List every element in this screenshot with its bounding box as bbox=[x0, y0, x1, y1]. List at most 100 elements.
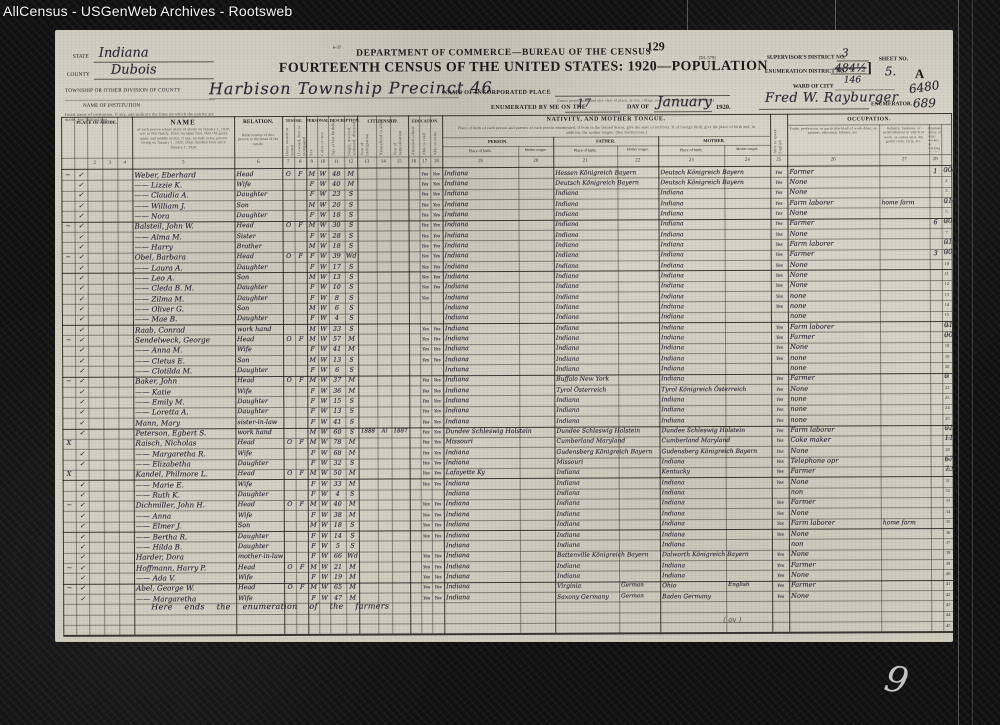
cell-c: W bbox=[320, 396, 328, 405]
cell-age: 19 bbox=[333, 572, 343, 581]
cell-mtong: English bbox=[728, 582, 750, 589]
cell-m: S bbox=[349, 293, 354, 302]
cell-ppob: Indiana bbox=[445, 397, 470, 405]
enumerator-label: ENUMERATOR. bbox=[871, 101, 913, 108]
state-label: STATE bbox=[72, 53, 89, 60]
cell-ppob: Indiana bbox=[444, 324, 469, 332]
enumerated-label: ENUMERATED BY ME ON THE bbox=[491, 104, 587, 112]
line-number: 22 bbox=[944, 384, 950, 390]
cell-k: ✓ bbox=[79, 428, 85, 437]
grid-line bbox=[62, 548, 953, 554]
cell-ppob: Indiana bbox=[444, 273, 469, 281]
cell-ppob: Indiana bbox=[444, 200, 469, 208]
cell-c: W bbox=[320, 365, 327, 374]
cell-k: ✓ bbox=[79, 573, 86, 582]
cell-age: 57 bbox=[332, 334, 342, 343]
cell-s: ~ bbox=[65, 170, 71, 179]
cell-c: W bbox=[320, 479, 328, 488]
cell-wr: Yes bbox=[434, 594, 442, 600]
cell-sx: M bbox=[309, 469, 317, 478]
header-vertical-label-t1: Home owned or rented bbox=[284, 127, 295, 156]
cell-rel: Head bbox=[236, 221, 254, 230]
cell-m: M bbox=[348, 334, 355, 343]
header-relation-desc: Relationship of this person to the head … bbox=[237, 132, 279, 147]
cell-rel: Wife bbox=[236, 180, 252, 189]
cell-k: ✓ bbox=[78, 191, 84, 200]
grid-line bbox=[61, 310, 952, 316]
grid-line bbox=[61, 290, 952, 295]
cell-rel: Daughter bbox=[236, 283, 268, 292]
cell-wr: Yes bbox=[433, 336, 441, 342]
cell-rel: Daughter bbox=[237, 531, 269, 540]
cell-sx: M bbox=[309, 438, 317, 447]
cell-s: ~ bbox=[66, 563, 73, 572]
cell-fpob: Indiana bbox=[555, 314, 579, 322]
column-number-fpob: 21 bbox=[582, 158, 588, 164]
cell-c: W bbox=[319, 221, 327, 230]
enumerated-day: 17 bbox=[576, 96, 592, 110]
cell-rel: Head bbox=[238, 562, 256, 571]
line-number: 4 bbox=[945, 198, 948, 204]
cell-eng: Yes bbox=[777, 562, 785, 568]
cell-c: W bbox=[319, 252, 327, 261]
cell-m: S bbox=[349, 282, 354, 291]
cell-trade: none bbox=[790, 405, 807, 414]
cell-rd: Yes bbox=[422, 346, 430, 352]
cell-wr: Yes bbox=[432, 170, 440, 176]
cell-wr: Yes bbox=[433, 439, 442, 445]
cell-ppob: Indiana bbox=[445, 448, 470, 457]
cell-rel: Wife bbox=[237, 510, 253, 519]
cell-fpob: Indiana bbox=[556, 520, 580, 528]
line-number: 37 bbox=[945, 539, 951, 545]
cell-eng: Yes bbox=[776, 531, 784, 537]
cell-rel: Daughter bbox=[236, 314, 268, 323]
column-number-mtong: 24 bbox=[744, 157, 750, 163]
cell-trade: None bbox=[790, 508, 809, 517]
cell-eng: Yes bbox=[777, 582, 785, 588]
cell-eng: Yes bbox=[776, 417, 784, 423]
grid-line bbox=[63, 631, 954, 637]
cell-trade: Farm laborer bbox=[789, 322, 835, 331]
cell-rd: Yes bbox=[422, 481, 430, 487]
cell-trade: Farm laborer bbox=[790, 425, 835, 434]
cell-c: W bbox=[320, 314, 327, 323]
grid-line bbox=[63, 579, 954, 585]
line-number: 2 bbox=[945, 177, 948, 183]
cell-mpob: Indiana bbox=[661, 344, 685, 352]
cell-trade: None bbox=[790, 549, 809, 558]
cell-t2: F bbox=[298, 222, 303, 230]
cell-trade: Farmer bbox=[789, 249, 815, 259]
cell-c: W bbox=[320, 303, 327, 312]
cell-wr: Yes bbox=[433, 274, 441, 280]
cell-k: ✓ bbox=[78, 253, 84, 262]
cell-mpob: Indiana bbox=[661, 520, 685, 528]
cell-c: W bbox=[319, 210, 327, 219]
margin-number-2: 689 bbox=[912, 96, 936, 111]
cell-ppob: Indiana bbox=[444, 169, 469, 177]
cell-c: W bbox=[320, 489, 328, 498]
cell-c: W bbox=[320, 334, 327, 343]
cell-trade: Coke maker bbox=[790, 435, 831, 445]
cell-ppob: Indiana bbox=[444, 314, 469, 322]
sheet-label: SHEET NO. bbox=[878, 56, 909, 63]
header-name-title: NAME bbox=[170, 118, 196, 127]
census-title: FOURTEENTH CENSUS OF THE UNITED STATES: … bbox=[278, 58, 768, 76]
line-number: 9 bbox=[945, 250, 948, 256]
cell-name: —— Lizzie K. bbox=[134, 180, 183, 190]
cell-rel: Head bbox=[237, 500, 256, 509]
header-vertical-label-sx: Sex bbox=[308, 149, 314, 156]
cell-eng: Yes bbox=[776, 376, 784, 382]
cell-wr: Yes bbox=[434, 563, 442, 569]
cell-fpob: Indiana bbox=[555, 282, 579, 291]
cell-name: Raab, Conrad bbox=[134, 325, 186, 335]
line-number: 1 bbox=[945, 167, 948, 173]
cell-fpob: Missouri bbox=[556, 458, 584, 466]
cell-k: ✓ bbox=[78, 242, 84, 251]
cell-rel: Head bbox=[237, 438, 255, 447]
cell-fpob: Indiana bbox=[556, 479, 580, 487]
cell-mpob: Indiana bbox=[660, 313, 684, 321]
line-number: 17 bbox=[944, 333, 950, 339]
cell-name: —— Alma M. bbox=[134, 232, 182, 242]
cell-rel: Wife bbox=[237, 345, 252, 354]
